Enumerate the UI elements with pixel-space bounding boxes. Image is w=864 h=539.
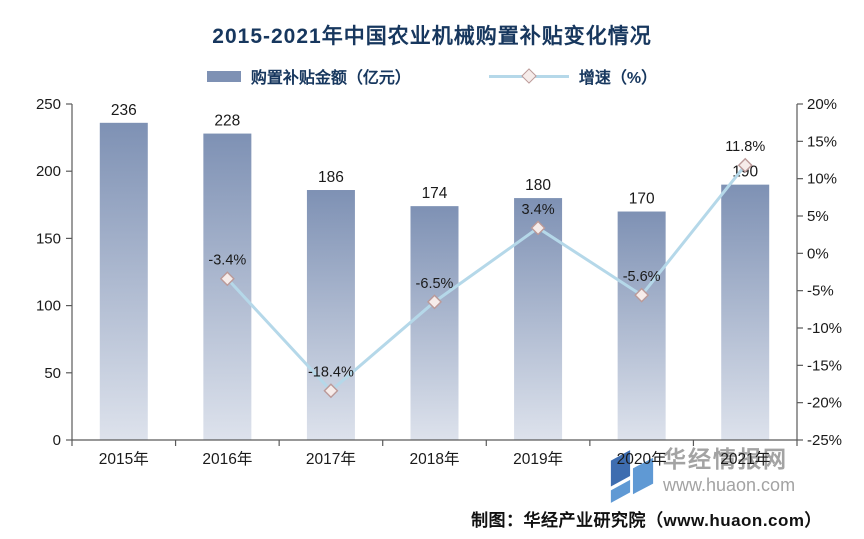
line-series-marker-icon [488,68,569,84]
bar-2016年 [203,133,252,440]
x-axis-label: 2021年 [720,450,770,468]
bar-2021年 [721,184,770,440]
bar-series-label: 购置补贴金额（亿元） [250,70,411,87]
chart-title: 2015-2021年中国农业机械购置补贴变化情况 [212,25,652,48]
growth-line [226,164,747,393]
bar-value-label: 180 [525,177,551,194]
x-axis-label: 2020年 [617,450,667,468]
right-axis-tick-label: -15% [807,357,842,374]
legend: 购置补贴金额（亿元） 增速（%） [0,64,864,88]
right-axis-tick-label: 0% [807,245,829,262]
bar-value-label: 186 [318,169,344,186]
x-axis-label: 2018年 [410,450,460,468]
bar-2018年 [410,206,459,440]
growth-value-label: -5.6% [623,269,661,285]
right-axis-tick-label: -5% [807,283,834,300]
watermark-name: 华经情报网 [663,446,788,472]
bar-value-label: 174 [422,185,448,202]
diamond-marker-icon [737,157,753,173]
left-axis-tick-label: 200 [36,163,61,180]
x-axis-label: 2017年 [306,450,356,468]
left-axis-tick-label: 150 [36,230,61,247]
legend-item-bar: 购置补贴金额（亿元） [206,64,411,88]
growth-value-label: -6.5% [416,276,454,292]
right-axis-tick-label: 5% [807,208,829,225]
credit-line: 制图：华经产业研究院（www.huaon.com） [471,511,822,530]
right-axis-tick-label: -10% [807,320,842,337]
watermark-url: www.huaon.com [663,475,796,495]
bar-2020年 [617,211,666,440]
watermark: 华经情报网 www.huaon.com [608,446,795,506]
bar-series-marker-icon [206,70,241,82]
bar-value-label: 236 [111,102,137,119]
x-axis-label: 2015年 [99,450,149,468]
diamond-marker-icon [427,294,442,310]
right-axis-tick-label: 20% [807,96,837,113]
diamond-marker-icon [323,383,339,399]
diamond-marker-icon [530,220,546,236]
bar-2015年 [99,122,148,440]
left-axis-tick-label: 250 [36,96,61,113]
x-axis-label: 2016年 [202,450,252,468]
huajing-logo-icon [610,450,654,503]
diamond-marker-icon [521,68,537,84]
diamond-marker-icon [219,271,235,287]
x-axis-label: 2019年 [513,450,563,468]
right-axis-tick-label: 15% [807,133,837,150]
right-axis-tick-label: -20% [807,395,842,412]
bar-value-label: 228 [214,113,240,130]
growth-value-label: 11.8% [725,139,765,155]
bar-value-label: 170 [629,191,655,208]
bar-2017年 [306,190,355,440]
diamond-marker-icon [634,287,650,303]
right-axis-tick-label: 10% [807,171,837,188]
left-axis-tick-label: 100 [36,298,61,315]
left-axis-tick-label: 0 [53,432,61,449]
growth-value-label: -18.4% [308,365,354,381]
legend-item-line: 增速（%） [488,64,658,88]
watermark-text-block: 华经情报网 www.huaon.com [663,446,795,496]
growth-value-label: -3.4% [208,253,246,269]
right-axis-tick-label: -25% [807,432,842,449]
line-series-label: 增速（%） [578,70,658,87]
growth-value-label: 3.4% [522,202,555,218]
left-axis-tick-label: 50 [44,365,61,382]
